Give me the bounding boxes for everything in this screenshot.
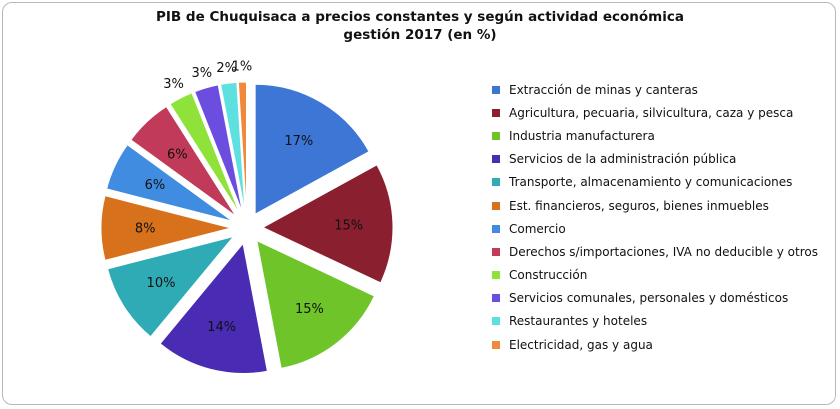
slice-data-label: 15% bbox=[295, 302, 324, 317]
legend-swatch bbox=[492, 294, 500, 303]
chart-subtitle: gestión 2017 (en %) bbox=[343, 27, 497, 43]
legend-swatch bbox=[492, 201, 500, 210]
pie-slice bbox=[106, 235, 235, 338]
pie-slice bbox=[237, 81, 247, 213]
legend-label: Extracción de minas y canteras bbox=[509, 82, 698, 97]
pie-slice bbox=[100, 195, 232, 261]
slice-data-label: 1% bbox=[232, 60, 253, 75]
legend-label: Servicios comunales, personales y domést… bbox=[509, 291, 789, 306]
pie-slice bbox=[105, 144, 233, 222]
legend-entry: Servicios de la administración pública bbox=[492, 148, 818, 171]
legend-label: Construcción bbox=[509, 268, 588, 283]
slice-data-label: 3% bbox=[163, 77, 184, 92]
pie-slice bbox=[169, 92, 241, 215]
pie-slice bbox=[261, 164, 394, 284]
legend-label: Est. financieros, seguros, bienes inmueb… bbox=[509, 198, 769, 213]
slice-data-label: 8% bbox=[135, 222, 156, 237]
legend-swatch bbox=[492, 85, 500, 94]
legend-entry: Comercio bbox=[492, 217, 818, 240]
legend-label: Comercio bbox=[509, 221, 566, 236]
legend-entry: Construcción bbox=[492, 264, 818, 287]
legend-entry: Transporte, almacenamiento y comunicacio… bbox=[492, 171, 818, 194]
slice-data-label: 3% bbox=[191, 66, 212, 81]
legend-entry: Extracción de minas y canteras bbox=[492, 78, 818, 101]
pie-slice bbox=[130, 105, 237, 217]
chart-frame bbox=[2, 2, 836, 405]
legend-swatch bbox=[492, 271, 500, 280]
legend-swatch bbox=[492, 247, 500, 256]
slice-data-label: 17% bbox=[284, 134, 313, 149]
pie-slice bbox=[254, 83, 370, 216]
chart-title: PIB de Chuquisaca a precios constantes y… bbox=[156, 9, 684, 25]
legend-entry: Industria manufacturera bbox=[492, 124, 818, 147]
legend-swatch bbox=[492, 178, 500, 187]
legend-swatch bbox=[492, 131, 500, 140]
legend-label: Agricultura, pecuaria, silvicultura, caz… bbox=[509, 105, 794, 120]
legend-label: Derechos s/importaciones, IVA no deducib… bbox=[509, 244, 818, 259]
chart-legend: Extracción de minas y canteras Agricultur… bbox=[492, 78, 818, 356]
legend-swatch bbox=[492, 155, 500, 164]
legend-swatch bbox=[492, 224, 500, 233]
legend-entry: Est. financieros, seguros, bienes inmueb… bbox=[492, 194, 818, 217]
pie-slice bbox=[159, 242, 268, 374]
legend-entry: Electricidad, gas y agua bbox=[492, 333, 818, 356]
legend-swatch bbox=[492, 108, 500, 117]
legend-swatch bbox=[492, 340, 500, 349]
legend-label: Industria manufacturera bbox=[509, 128, 655, 143]
legend-label: Electricidad, gas y agua bbox=[509, 337, 653, 352]
slice-data-label: 2% bbox=[216, 61, 237, 76]
slice-data-label: 6% bbox=[167, 147, 188, 162]
legend-entry: Derechos s/importaciones, IVA no deducib… bbox=[492, 240, 818, 263]
slice-data-label: 10% bbox=[147, 276, 176, 291]
pie-slice bbox=[256, 239, 376, 369]
slice-data-label: 15% bbox=[334, 218, 363, 233]
legend-label: Restaurantes y hoteles bbox=[509, 314, 648, 329]
slice-data-label: 14% bbox=[207, 320, 236, 335]
legend-entry: Restaurantes y hoteles bbox=[492, 310, 818, 333]
legend-entry: Agricultura, pecuaria, silvicultura, caz… bbox=[492, 101, 818, 124]
legend-swatch bbox=[492, 317, 500, 326]
slice-data-label: 6% bbox=[145, 178, 166, 193]
pie-slice bbox=[220, 81, 246, 213]
legend-label: Servicios de la administración pública bbox=[509, 152, 737, 167]
legend-label: Transporte, almacenamiento y comunicacio… bbox=[509, 175, 793, 190]
pie-slice bbox=[194, 84, 244, 213]
legend-entry: Servicios comunales, personales y domést… bbox=[492, 287, 818, 310]
